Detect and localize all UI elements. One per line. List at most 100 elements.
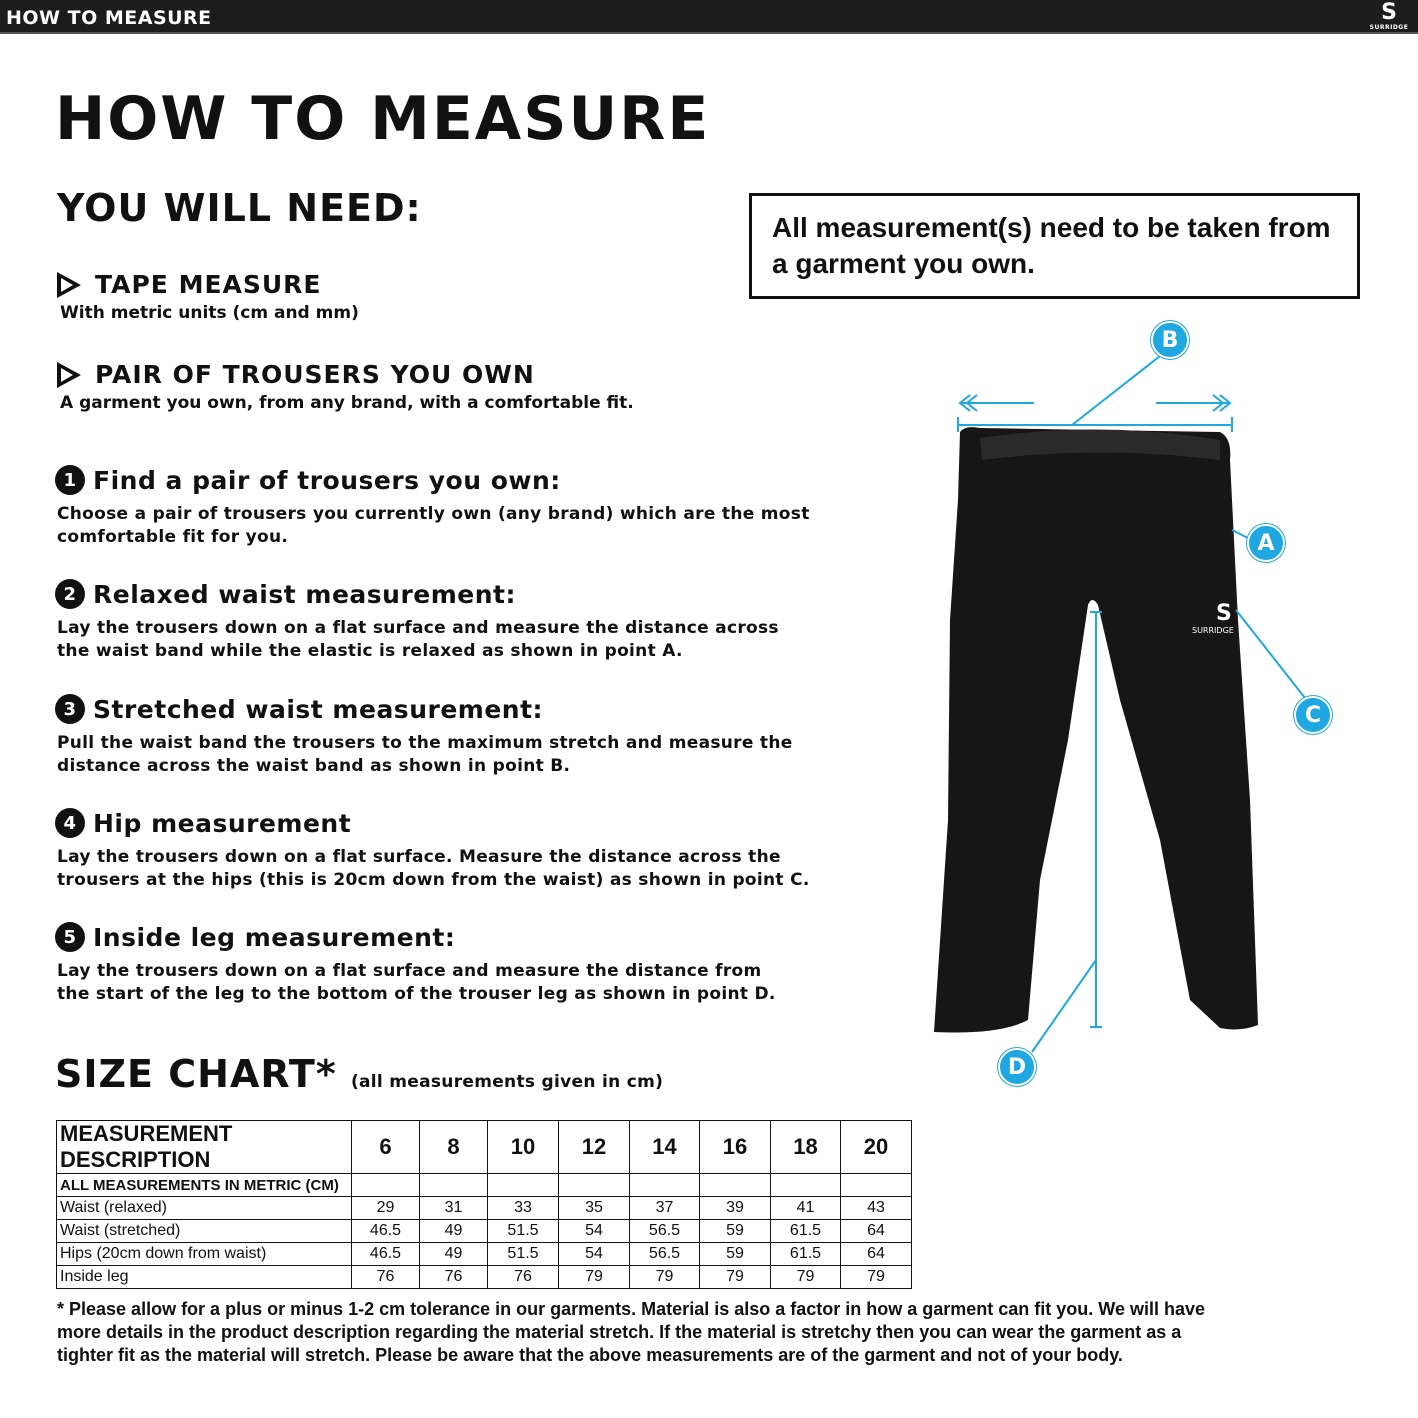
size-cell: 8	[419, 1120, 488, 1174]
surridge-logo-mark: S	[1216, 601, 1232, 626]
size-chart-title: SIZE CHART*	[55, 1052, 337, 1096]
empty-cell	[840, 1173, 912, 1197]
point-b-badge: B	[1151, 321, 1189, 359]
point-a-badge: A	[1247, 524, 1285, 562]
step-text: comfortable fit for you.	[57, 527, 289, 547]
step-text: the waist band while the elastic is rela…	[57, 641, 683, 661]
step-title: Relaxed waist measurement:	[93, 579, 516, 609]
size-cell: 6	[351, 1120, 420, 1174]
empty-cell	[699, 1173, 771, 1197]
point-c-badge: C	[1294, 696, 1332, 734]
need-item: PAIR OF TROUSERS YOU OWN A garment you o…	[57, 360, 634, 413]
row-label: Waist (relaxed)	[56, 1196, 352, 1220]
page-title: HOW TO MEASURE	[55, 84, 711, 154]
value-cell: 79	[840, 1265, 912, 1289]
step-text: Pull the waist band the trousers to the …	[57, 733, 793, 753]
value-cell: 43	[840, 1196, 912, 1220]
table-row: Inside leg 76 76 76 79 79 79 79 79	[56, 1265, 912, 1289]
value-cell: 59	[699, 1242, 771, 1266]
table-row: Waist (stretched) 46.5 49 51.5 54 56.5 59 61.5 6…	[56, 1219, 912, 1243]
step-number-icon: 1	[55, 465, 85, 495]
step-text: the start of the leg to the bottom of th…	[57, 984, 776, 1004]
step-2: 2 Relaxed waist measurement: Lay the trou…	[55, 579, 779, 663]
size-cell: 14	[629, 1120, 700, 1174]
step-3: 3 Stretched waist measurement: Pull the w…	[55, 694, 793, 778]
step-text: distance across the waist band as shown …	[57, 756, 571, 776]
note-box: All measurement(s) need to be taken from…	[749, 193, 1360, 299]
top-bar: HOW TO MEASURE S SURRIDGE	[0, 0, 1418, 34]
value-cell: 61.5	[770, 1219, 841, 1243]
need-heading: YOU WILL NEED:	[57, 186, 422, 230]
value-cell: 31	[419, 1196, 488, 1220]
value-cell: 76	[419, 1265, 488, 1289]
value-cell: 39	[699, 1196, 771, 1220]
step-text: Lay the trousers down on a flat surface …	[57, 618, 779, 638]
step-number-icon: 5	[55, 922, 85, 952]
measure-lines	[957, 355, 1306, 1053]
row-label: Hips (20cm down from waist)	[56, 1242, 352, 1266]
footnote-line: * Please allow for a plus or minus 1-2 c…	[57, 1299, 1205, 1319]
step-1: 1 Find a pair of trousers you own: Choose…	[55, 465, 810, 549]
value-cell: 79	[629, 1265, 700, 1289]
need-item: TAPE MEASURE With metric units (cm and m…	[57, 270, 359, 323]
empty-cell	[487, 1173, 559, 1197]
value-cell: 51.5	[487, 1242, 559, 1266]
trousers-image	[934, 427, 1258, 1033]
step-text: trousers at the hips (this is 20cm down …	[57, 870, 810, 890]
empty-cell	[629, 1173, 700, 1197]
surridge-logo-text: SURRIDGE	[1192, 626, 1234, 635]
value-cell: 59	[699, 1219, 771, 1243]
value-cell: 46.5	[351, 1242, 420, 1266]
value-cell: 79	[699, 1265, 771, 1289]
table-row: Waist (relaxed) 29 31 33 35 37 39 41 43	[56, 1196, 912, 1220]
row-label: Waist (stretched)	[56, 1219, 352, 1243]
empty-cell	[770, 1173, 841, 1197]
step-title: Inside leg measurement:	[93, 922, 456, 952]
waistband	[980, 429, 1220, 460]
value-cell: 49	[419, 1219, 488, 1243]
row-label: Inside leg	[56, 1265, 352, 1289]
empty-cell	[419, 1173, 488, 1197]
empty-cell	[558, 1173, 630, 1197]
header-title: HOW TO MEASURE	[6, 7, 212, 29]
value-cell: 46.5	[351, 1219, 420, 1243]
need-title: PAIR OF TROUSERS YOU OWN	[95, 360, 535, 389]
step-4: 4 Hip measurement Lay the trousers down o…	[55, 808, 810, 892]
step-title: Hip measurement	[93, 808, 352, 838]
value-cell: 29	[351, 1196, 420, 1220]
value-cell: 49	[419, 1242, 488, 1266]
play-arrow-icon	[57, 271, 81, 298]
value-cell: 54	[558, 1242, 630, 1266]
value-cell: 64	[840, 1242, 912, 1266]
surridge-logo: S SURRIDGE	[1369, 0, 1409, 32]
step-title: Stretched waist measurement:	[93, 694, 544, 724]
value-cell: 51.5	[487, 1219, 559, 1243]
size-cell: 18	[770, 1120, 841, 1174]
step-text: Lay the trousers down on a flat surface.…	[57, 847, 781, 867]
play-arrow-icon	[57, 361, 81, 388]
value-cell: 76	[487, 1265, 559, 1289]
step-number-icon: 2	[55, 579, 85, 609]
value-cell: 33	[487, 1196, 559, 1220]
value-cell: 41	[770, 1196, 841, 1220]
step-text: Lay the trousers down on a flat surface …	[57, 961, 762, 981]
footnote-line: more details in the product description …	[57, 1322, 1182, 1342]
step-5: 5 Inside leg measurement: Lay the trouser…	[55, 922, 776, 1006]
value-cell: 61.5	[770, 1242, 841, 1266]
value-cell: 79	[558, 1265, 630, 1289]
trousers-diagram: S SURRIDGE	[934, 355, 1306, 1053]
size-chart-heading: SIZE CHART* (all measurements given in c…	[55, 1052, 663, 1096]
value-cell: 37	[629, 1196, 700, 1220]
value-cell: 35	[558, 1196, 630, 1220]
point-d-badge: D	[998, 1048, 1036, 1086]
need-desc: A garment you own, from any brand, with …	[60, 393, 634, 413]
value-cell: 54	[558, 1219, 630, 1243]
step-number-icon: 3	[55, 694, 85, 724]
value-cell: 56.5	[629, 1242, 700, 1266]
table-row: Hips (20cm down from waist) 46.5 49 51.5 54 5…	[56, 1242, 912, 1266]
header-cell: MEASUREMENT DESCRIPTION	[56, 1120, 352, 1174]
value-cell: 64	[840, 1219, 912, 1243]
size-cell: 16	[699, 1120, 771, 1174]
step-text: Choose a pair of trousers you currently …	[57, 504, 810, 524]
size-chart-table: MEASUREMENT DESCRIPTION 6 8 10 12 14 16 18 20 ALL…	[56, 1120, 912, 1289]
